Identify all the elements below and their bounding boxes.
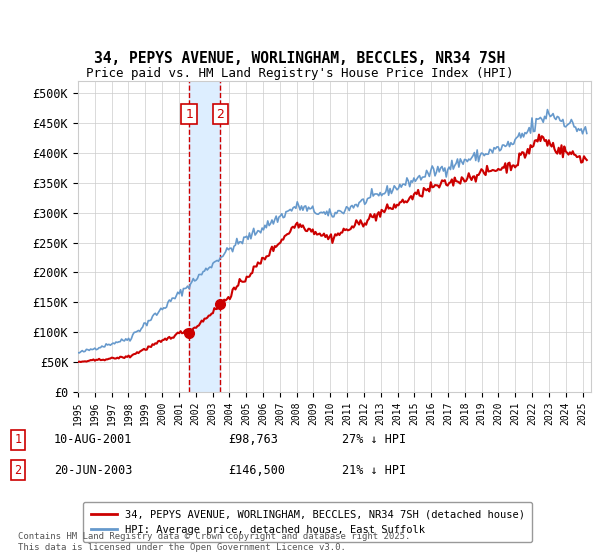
- Text: 10-AUG-2001: 10-AUG-2001: [54, 433, 133, 446]
- Text: £98,763: £98,763: [228, 433, 278, 446]
- Text: Price paid vs. HM Land Registry's House Price Index (HPI): Price paid vs. HM Land Registry's House …: [86, 67, 514, 80]
- Text: 2: 2: [217, 108, 224, 120]
- Text: 27% ↓ HPI: 27% ↓ HPI: [342, 433, 406, 446]
- Text: 21% ↓ HPI: 21% ↓ HPI: [342, 464, 406, 477]
- Text: 1: 1: [14, 433, 22, 446]
- Text: 20-JUN-2003: 20-JUN-2003: [54, 464, 133, 477]
- Text: 1: 1: [185, 108, 193, 120]
- Text: 2: 2: [14, 464, 22, 477]
- Legend: 34, PEPYS AVENUE, WORLINGHAM, BECCLES, NR34 7SH (detached house), HPI: Average p: 34, PEPYS AVENUE, WORLINGHAM, BECCLES, N…: [83, 502, 532, 542]
- Text: £146,500: £146,500: [228, 464, 285, 477]
- Text: Contains HM Land Registry data © Crown copyright and database right 2025.
This d: Contains HM Land Registry data © Crown c…: [18, 532, 410, 552]
- Text: 34, PEPYS AVENUE, WORLINGHAM, BECCLES, NR34 7SH: 34, PEPYS AVENUE, WORLINGHAM, BECCLES, N…: [94, 50, 506, 66]
- Bar: [189, 81, 220, 392]
